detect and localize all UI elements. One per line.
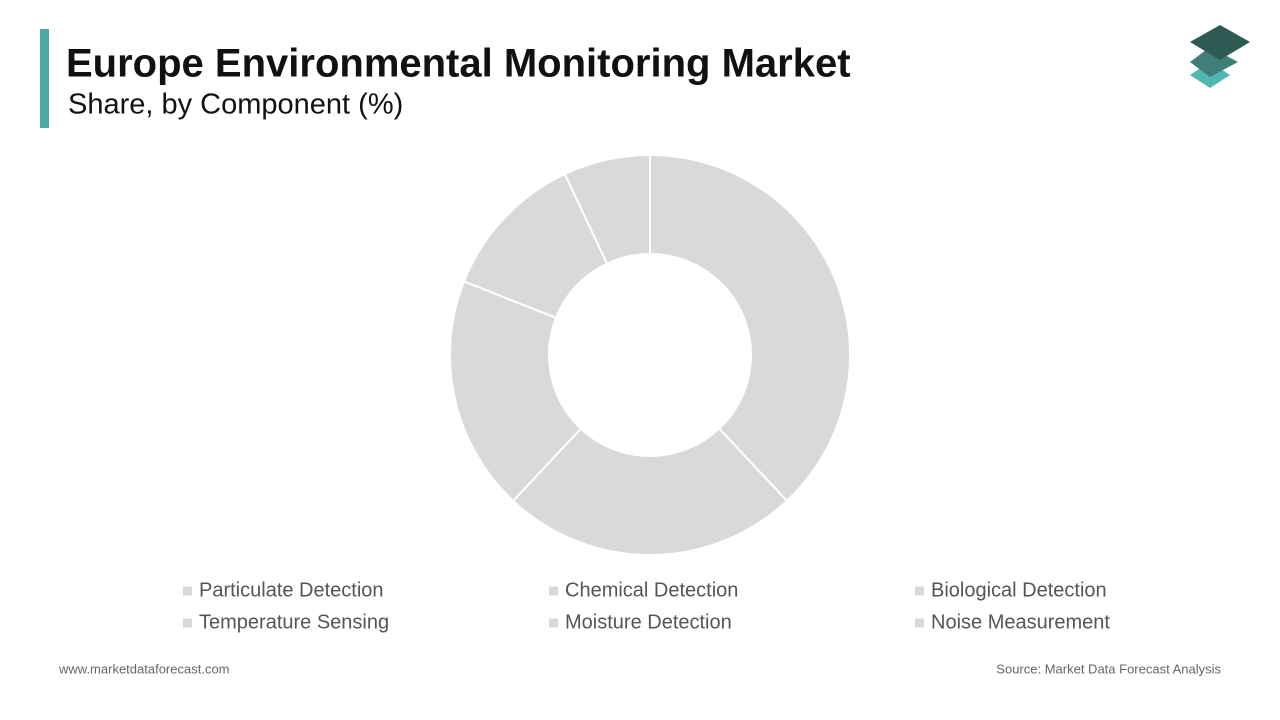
legend-marker [183,618,192,628]
donut-segment [563,153,651,265]
legend-marker [915,586,924,596]
logo [1190,25,1250,88]
legend-label: Chemical Detection [565,579,738,601]
footer-website: www.marketdataforecast.com [58,661,230,676]
legend-label: Noise Measurement [931,611,1110,633]
donut-segment [449,280,583,503]
chart-subtitle: Share, by Component (%) [68,89,403,121]
legend-label: Particulate Detection [199,579,384,601]
legend-marker [549,618,558,628]
title-accent [40,29,49,128]
legend-label: Moisture Detection [565,611,732,633]
chart-title: Europe Environmental Monitoring Market [66,42,851,86]
legend-marker [915,618,924,628]
donut-segment [649,153,851,503]
donut-segment [511,427,789,556]
legend-marker [183,586,192,596]
legend-label: Biological Detection [931,579,1107,601]
footer-source: Source: Market Data Forecast Analysis [996,661,1221,676]
legend-marker [549,586,558,596]
legend-label: Temperature Sensing [199,611,389,633]
